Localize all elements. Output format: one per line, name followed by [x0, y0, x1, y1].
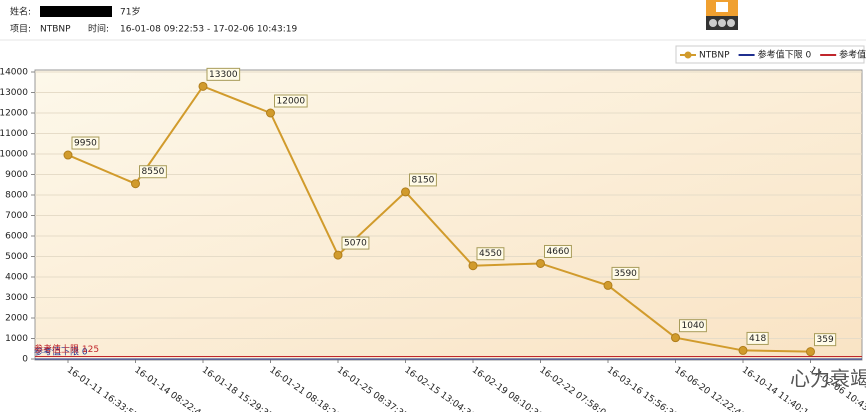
legend-label: NTBNP — [699, 51, 730, 61]
y-tick-label: 2000 — [5, 314, 28, 324]
label-box — [341, 236, 370, 250]
legend — [675, 45, 865, 64]
data-label: 9950 — [74, 139, 97, 149]
data-label: 3590 — [614, 269, 637, 279]
point — [333, 250, 343, 260]
y-tick-label: 10000 — [0, 150, 28, 160]
point — [536, 258, 545, 268]
data-label: 1040 — [682, 321, 705, 331]
point — [671, 333, 680, 343]
x-tick-label: 16-01-25 08:37:35 — [335, 365, 410, 412]
label-box — [544, 244, 572, 258]
y-tick-label: 13000 — [0, 88, 28, 98]
y-tick-label: 0 — [22, 355, 28, 365]
point — [806, 347, 815, 357]
y-tick-label: 12000 — [0, 109, 28, 119]
x-tick-label: 16-02-22 07:58:06 — [537, 365, 612, 412]
y-tick-label: 1000 — [5, 334, 28, 344]
label-box — [139, 165, 167, 179]
point — [198, 81, 208, 91]
y-tick-label: 8000 — [5, 191, 28, 201]
data-label: 4550 — [479, 249, 502, 259]
item-label: 项目: — [10, 24, 31, 35]
label-box — [274, 94, 308, 108]
data-label: 8150 — [412, 175, 435, 185]
y-tick-label: 14000 — [0, 68, 28, 78]
legend-dot — [684, 51, 692, 59]
label-box — [71, 136, 100, 150]
y-tick-label: 3000 — [5, 293, 28, 303]
watermark: 心力衰竭网 — [790, 367, 866, 391]
time-range: 16-01-08 09:22:53 - 17-02-06 10:43:19 — [120, 25, 298, 35]
time-label: 时间: — [88, 23, 109, 35]
redacted-name — [40, 6, 112, 17]
label-box — [409, 173, 437, 187]
x-tick-label: 16-01-14 08:22:46 — [132, 365, 207, 412]
x-tick-label: 16-02-19 08:10:38 — [470, 365, 545, 412]
y-tick-label: 11000 — [0, 129, 28, 139]
x-tick-label: 16-06-20 12:22:48 — [672, 365, 747, 412]
y-tick-label: 5000 — [5, 252, 28, 262]
label-box — [476, 247, 505, 261]
label-box — [814, 333, 837, 347]
name-label: 姓名: — [10, 6, 31, 18]
x-tick-label: 16-01-11 16:33:57 — [65, 365, 140, 412]
point — [63, 150, 73, 160]
item: NTBNP — [40, 25, 71, 35]
y-tick-label: 9000 — [5, 170, 28, 180]
data-label: 13300 — [209, 70, 238, 80]
logo — [706, 0, 738, 30]
age: 71岁 — [120, 6, 140, 18]
y-tick-label: 7000 — [5, 211, 28, 221]
y-tick-label: 4000 — [5, 273, 28, 283]
label-box — [206, 67, 241, 81]
point — [738, 345, 748, 355]
label-box — [746, 331, 769, 345]
point — [131, 179, 140, 189]
data-label: 12000 — [277, 97, 306, 107]
point — [468, 261, 478, 271]
data-label: 5070 — [344, 239, 367, 249]
data-label: 4660 — [547, 247, 570, 257]
legend-label: 参考值下限 0 — [758, 49, 812, 61]
x-tick-label: 16-02-15 13:04:30 — [402, 365, 477, 412]
series-line — [67, 85, 811, 353]
reference-label: 参考值下限 0 — [34, 346, 88, 358]
data-label: 359 — [817, 335, 834, 345]
x-tick-label: 16-01-21 08:18:20 — [267, 365, 342, 412]
point — [266, 108, 275, 118]
y-tick-label: 6000 — [5, 232, 28, 242]
x-tick-label: 16-03-16 15:56:38 — [605, 365, 680, 412]
label-box — [611, 266, 640, 280]
reference-label: 参考值上限 125 — [34, 343, 99, 355]
x-tick-label: 16-01-18 15:29:33 — [200, 365, 275, 412]
point — [603, 280, 613, 290]
point — [401, 187, 410, 197]
data-label: 418 — [749, 334, 766, 344]
data-label: 8550 — [142, 167, 165, 177]
legend-label: 参考值上限 125 — [839, 49, 866, 61]
label-box — [679, 319, 707, 333]
